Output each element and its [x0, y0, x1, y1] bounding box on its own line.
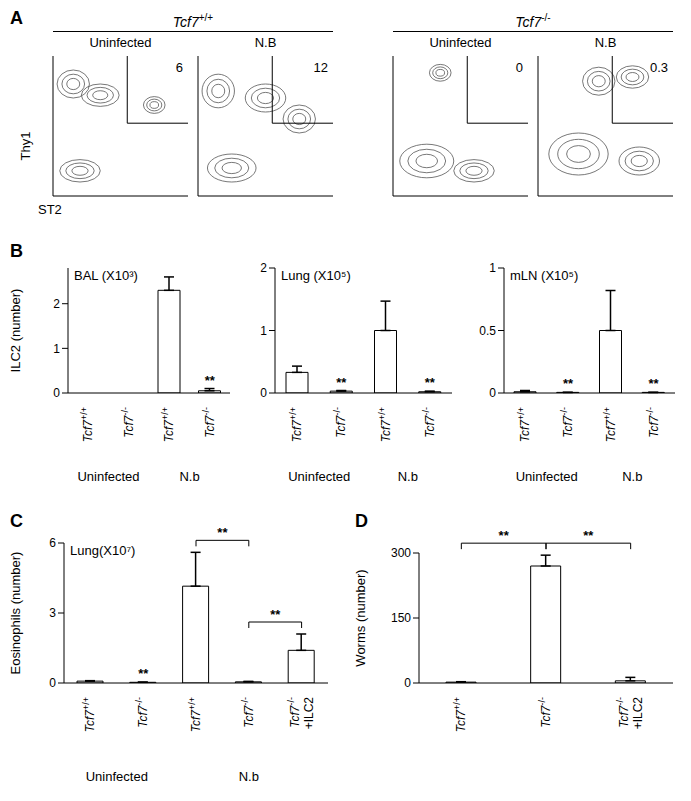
html-text:Tcf7-/-: Tcf7-/- [515, 12, 551, 30]
svg-text:0: 0 [516, 60, 523, 75]
svg-text:Tcf7-/-: Tcf7-/- [421, 407, 437, 438]
svg-text:Tcf7+/+: Tcf7+/+ [516, 407, 532, 442]
svg-text:Tcf7-/-: Tcf7-/- [286, 697, 302, 728]
svg-text:N.b: N.b [398, 469, 418, 484]
svg-text:+ILC2: +ILC2 [302, 697, 316, 730]
svg-text:Tcf7+/+: Tcf7+/+ [79, 407, 95, 442]
svg-text:2: 2 [260, 261, 267, 275]
svg-text:Tcf7-/-: Tcf7-/- [240, 697, 256, 728]
svg-text:**: ** [499, 528, 510, 543]
svg-text:3: 3 [49, 606, 56, 620]
html-text:N.B: N.B [594, 35, 617, 50]
svg-text:1: 1 [489, 261, 496, 275]
svg-text:Tcf7+/+: Tcf7+/+ [377, 407, 393, 442]
svg-text:1: 1 [260, 324, 267, 338]
svg-text:6: 6 [176, 60, 183, 75]
svg-text:Tcf7+/+: Tcf7+/+ [187, 697, 203, 732]
svg-text:Tcf7-/-: Tcf7-/- [201, 407, 217, 438]
svg-text:**: ** [138, 666, 149, 681]
svg-text:N.b: N.b [239, 769, 259, 784]
svg-text:Lung (X10⁵): Lung (X10⁵) [281, 268, 351, 283]
svg-text:12: 12 [314, 60, 328, 75]
svg-text:ST2: ST2 [38, 202, 62, 217]
svg-text:N.b: N.b [179, 469, 199, 484]
svg-text:0: 0 [260, 386, 267, 400]
svg-text:**: ** [649, 376, 660, 391]
svg-text:0.3: 0.3 [650, 60, 668, 75]
svg-text:Tcf7-/-: Tcf7-/- [537, 697, 553, 728]
svg-text:Tcf7+/+: Tcf7+/+ [452, 697, 468, 732]
svg-text:Uninfected: Uninfected [86, 769, 148, 784]
svg-text:Tcf7-/-: Tcf7-/- [332, 407, 348, 438]
svg-text:ILC2 (number): ILC2 (number) [8, 289, 23, 373]
svg-text:6: 6 [49, 536, 56, 550]
svg-text:**: ** [270, 607, 281, 622]
svg-text:Tcf7-/-: Tcf7-/- [120, 407, 136, 438]
html-text:Uninfected: Uninfected [89, 35, 152, 50]
html-text:N.B: N.B [254, 35, 277, 50]
svg-text:Thy1: Thy1 [18, 132, 33, 161]
svg-text:2: 2 [53, 297, 60, 311]
svg-text:BAL (X10³): BAL (X10³) [74, 268, 138, 283]
svg-text:**: ** [336, 375, 347, 390]
svg-text:Tcf7+/+: Tcf7+/+ [160, 407, 176, 442]
svg-text:D: D [355, 511, 368, 531]
svg-text:mLN (X10⁵): mLN (X10⁵) [510, 268, 578, 283]
svg-text:**: ** [205, 373, 216, 388]
svg-text:0: 0 [489, 386, 496, 400]
svg-text:N.b: N.b [622, 469, 642, 484]
svg-text:1: 1 [53, 342, 60, 356]
svg-text:Tcf7-/-: Tcf7-/- [645, 407, 661, 438]
svg-text:0: 0 [404, 676, 411, 690]
svg-text:Tcf7-/-: Tcf7-/- [615, 697, 631, 728]
svg-text:Uninfected: Uninfected [516, 469, 578, 484]
svg-text:150: 150 [391, 611, 411, 625]
svg-text:**: ** [583, 528, 594, 543]
svg-text:B: B [10, 241, 23, 261]
svg-text:Uninfected: Uninfected [77, 469, 139, 484]
svg-text:Eosinophils (number): Eosinophils (number) [8, 552, 23, 675]
svg-text:**: ** [563, 376, 574, 391]
svg-text:+ILC2: +ILC2 [631, 697, 645, 730]
svg-text:**: ** [425, 375, 436, 390]
svg-text:Tcf7-/-: Tcf7-/- [559, 407, 575, 438]
svg-text:C: C [10, 511, 23, 531]
html-text:Uninfected: Uninfected [429, 35, 492, 50]
svg-text:Uninfected: Uninfected [288, 469, 350, 484]
svg-text:0: 0 [53, 386, 60, 400]
svg-text:**: ** [217, 525, 228, 540]
html-text:Tcf7+/+: Tcf7+/+ [172, 12, 214, 30]
svg-text:Tcf7+/+: Tcf7+/+ [288, 407, 304, 442]
svg-text:Worms (number): Worms (number) [353, 569, 368, 666]
svg-text:Lung(X10⁷): Lung(X10⁷) [70, 543, 135, 558]
svg-text:Tcf7+/+: Tcf7+/+ [81, 697, 97, 732]
svg-text:0: 0 [49, 676, 56, 690]
html-text:A: A [10, 8, 23, 28]
svg-text:Tcf7-/-: Tcf7-/- [134, 697, 150, 728]
svg-text:Tcf7+/+: Tcf7+/+ [602, 407, 618, 442]
svg-text:300: 300 [391, 546, 411, 560]
svg-text:0.5: 0.5 [479, 324, 496, 338]
